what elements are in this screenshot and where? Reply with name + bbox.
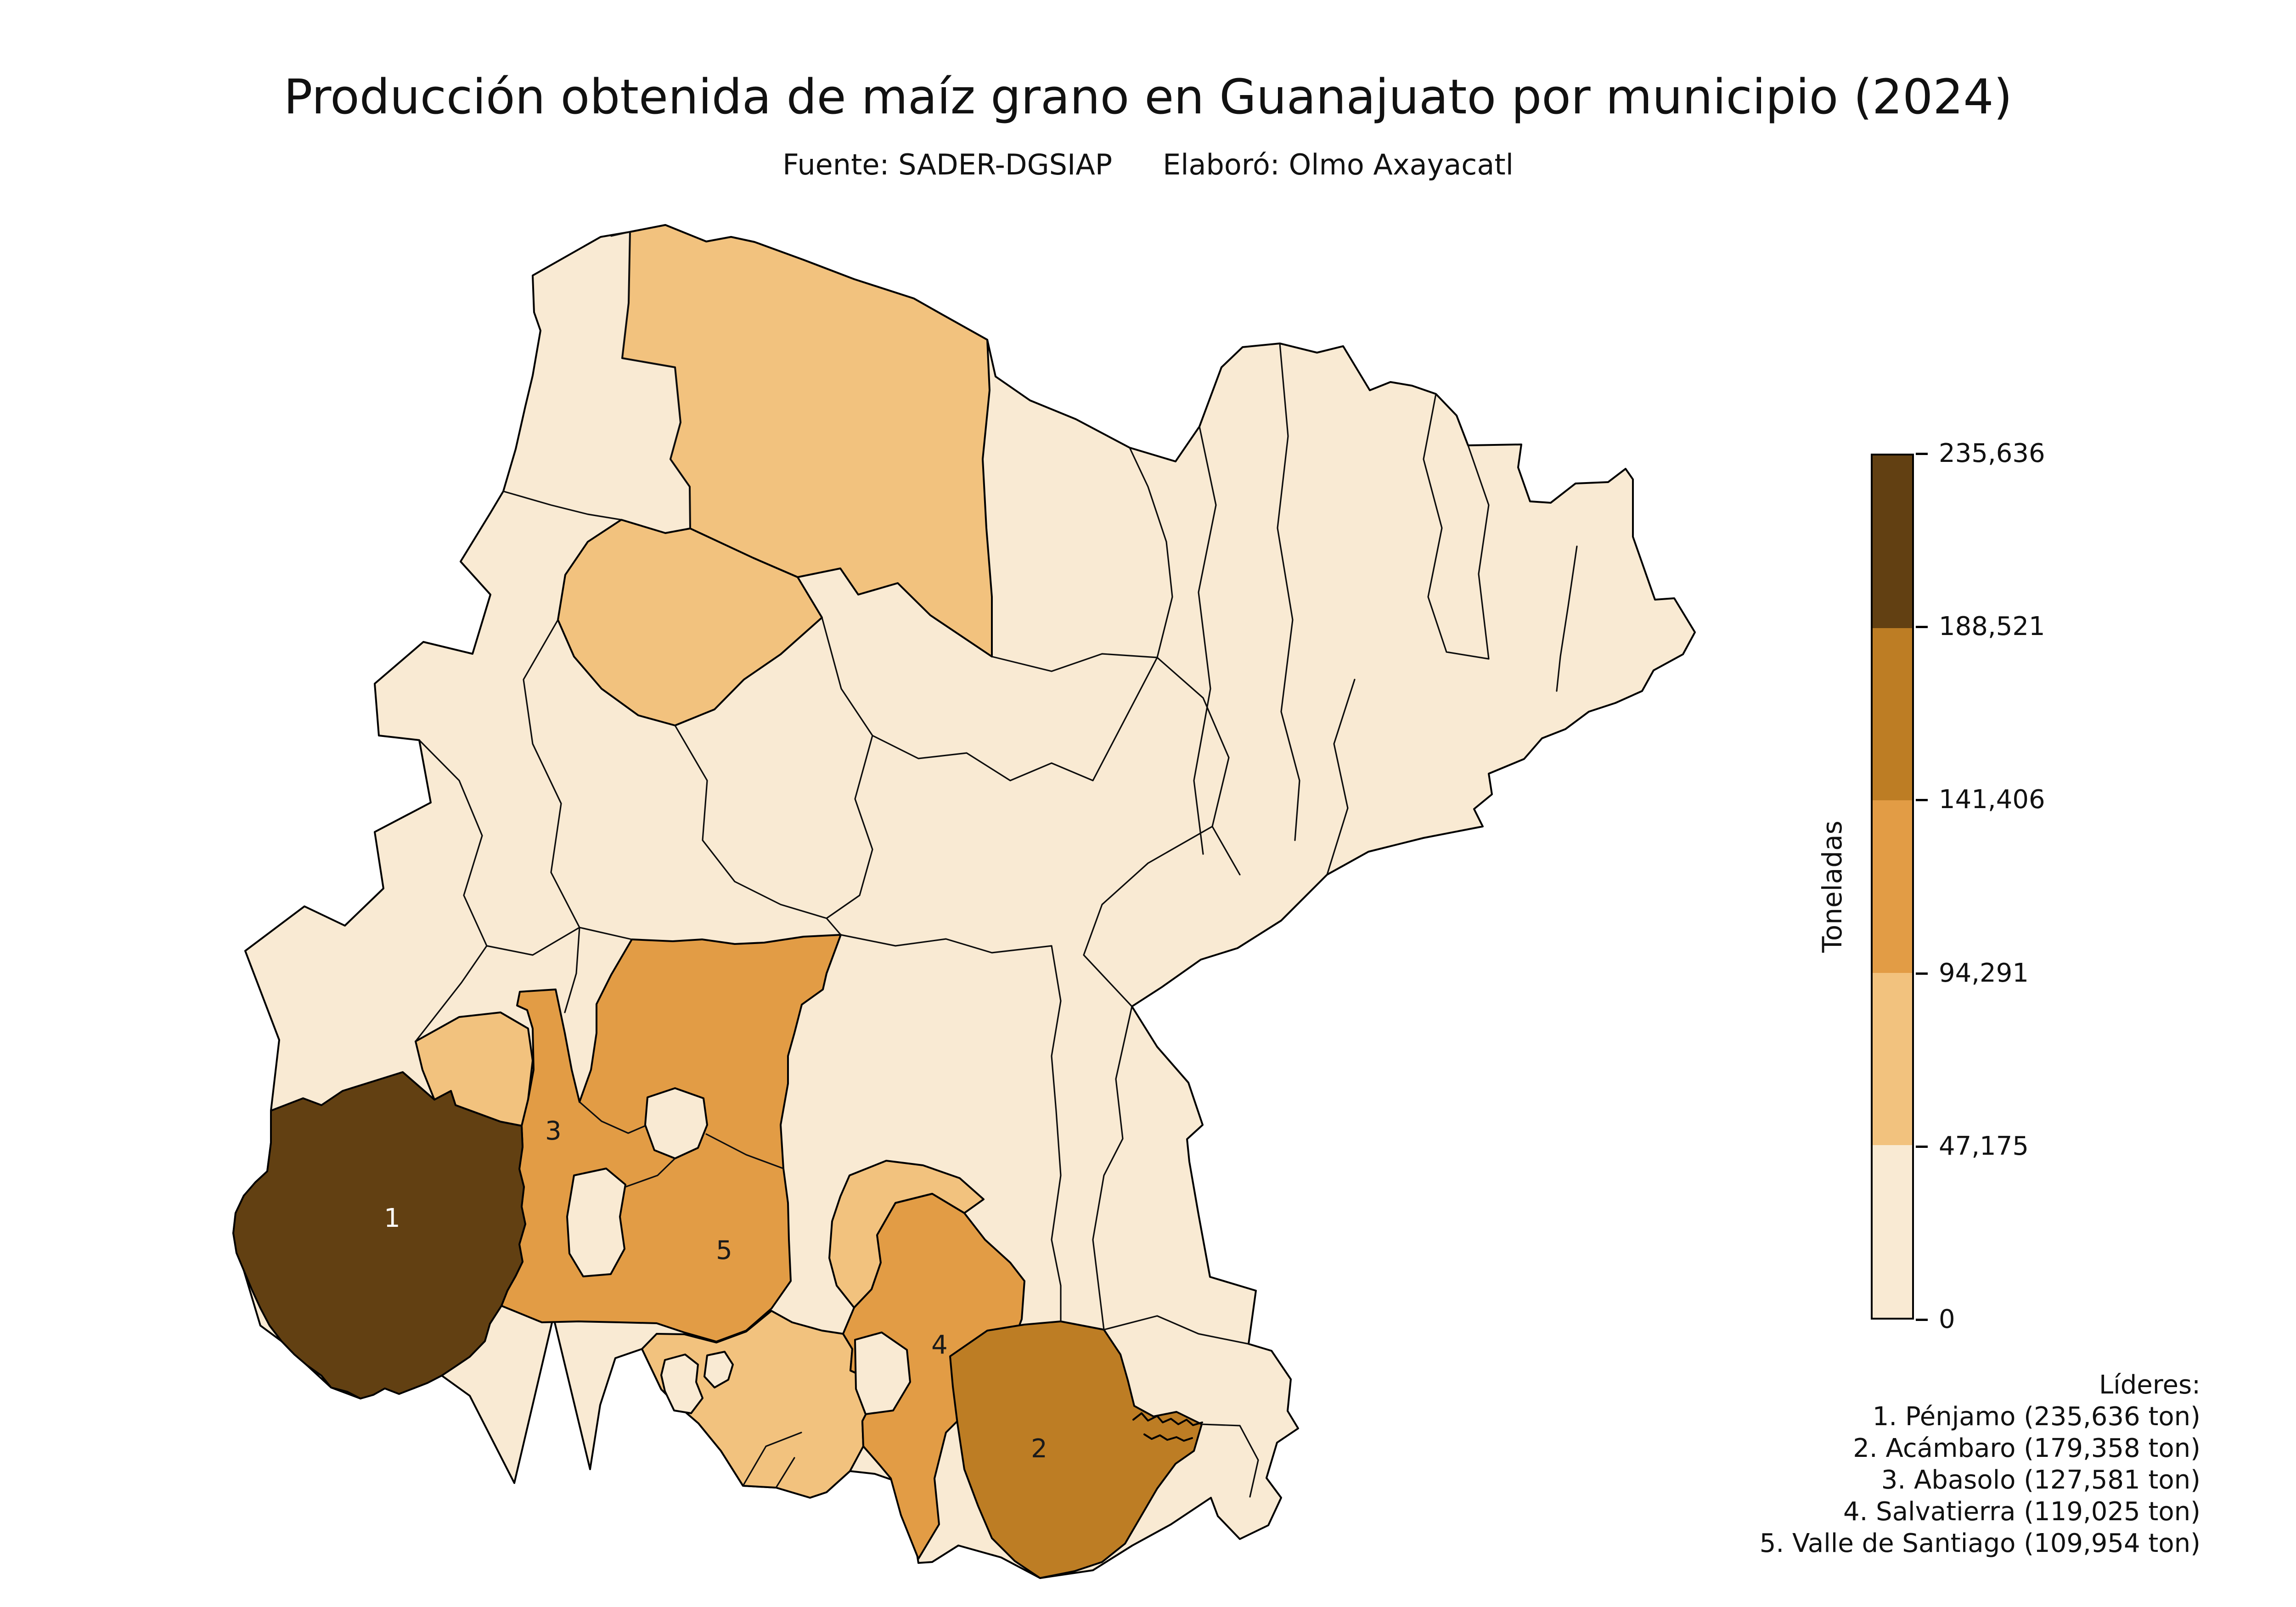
map-enclave-pueblo-nuevo (644, 1087, 708, 1159)
colorbar-seg-bin2 (1873, 972, 1912, 1146)
colorbar-tick-mark (1916, 453, 1928, 455)
leaders-line-5: 5. Valle de Santiago (109,954 ton) (1759, 1528, 2200, 1558)
map-region-leon (557, 519, 823, 726)
colorbar-tick-mark (1916, 972, 1928, 975)
colorbar-tick-label: 47,175 (1939, 1131, 2029, 1161)
map-region-penjamo (232, 1071, 526, 1399)
map-region-salvatierra (842, 1193, 1025, 1560)
map-enclave-center-cream (566, 1168, 626, 1277)
map-region-acambaro (949, 1320, 1203, 1579)
map-label-valle-de-santiago: 5 (716, 1236, 732, 1265)
colorbar-seg-bin4 (1873, 628, 1912, 801)
colorbar-seg-bin1 (1873, 1145, 1912, 1318)
colorbar-axis-label: Toneladas (1817, 820, 1848, 953)
leaders-legend: Líderes: 1. Pénjamo (235,636 ton) 2. Acá… (1760, 1369, 2200, 1559)
map-enclave-santiago-maravatio (854, 1332, 911, 1415)
leaders-title: Líderes: (2099, 1370, 2200, 1400)
leaders-line-4: 4. Salvatierra (119,025 ton) (1843, 1497, 2200, 1527)
colorbar-tick-mark (1916, 626, 1928, 628)
colorbar-tick-label: 141,406 (1939, 785, 2045, 815)
colorbar-seg-bin5 (1873, 455, 1912, 628)
colorbar-seg-bin3 (1873, 800, 1912, 973)
colorbar-tick-label: 94,291 (1939, 958, 2029, 988)
page-title: Producción obtenida de maíz grano en Gua… (283, 69, 2013, 125)
chart-subtitle: Fuente: SADER-DGSIAP Elaboró: Olmo Axayac… (782, 148, 1514, 181)
colorbar-tick-mark (1916, 1319, 1928, 1321)
colorbar-tick-mark (1916, 1146, 1928, 1148)
subtitle-elaboro: Elaboró: Olmo Axayacatl (1163, 148, 1514, 181)
map-lake-yuriria (660, 1351, 734, 1414)
map-internal-boundaries (415, 231, 1578, 1498)
colorbar-tick-label: 235,636 (1939, 438, 2045, 468)
colorbar-tick-label: 188,521 (1939, 612, 2045, 641)
colorbar (1871, 454, 1914, 1320)
leaders-line-2: 2. Acámbaro (179,358 ton) (1853, 1433, 2200, 1463)
map-label-abasolo: 3 (545, 1116, 562, 1146)
map-label-penjamo: 1 (384, 1203, 400, 1233)
subtitle-fuente: Fuente: SADER-DGSIAP (782, 148, 1113, 181)
colorbar-tick-mark (1916, 799, 1928, 801)
leaders-line-1: 1. Pénjamo (235,636 ton) (1872, 1402, 2200, 1432)
map-label-acambaro: 2 (1031, 1434, 1047, 1464)
leaders-line-3: 3. Abasolo (127,581 ton) (1881, 1465, 2200, 1495)
map-label-salvatierra: 4 (931, 1330, 948, 1360)
map-reservoir-squiggle (1132, 1412, 1203, 1442)
colorbar-tick-label: 0 (1939, 1304, 1955, 1334)
